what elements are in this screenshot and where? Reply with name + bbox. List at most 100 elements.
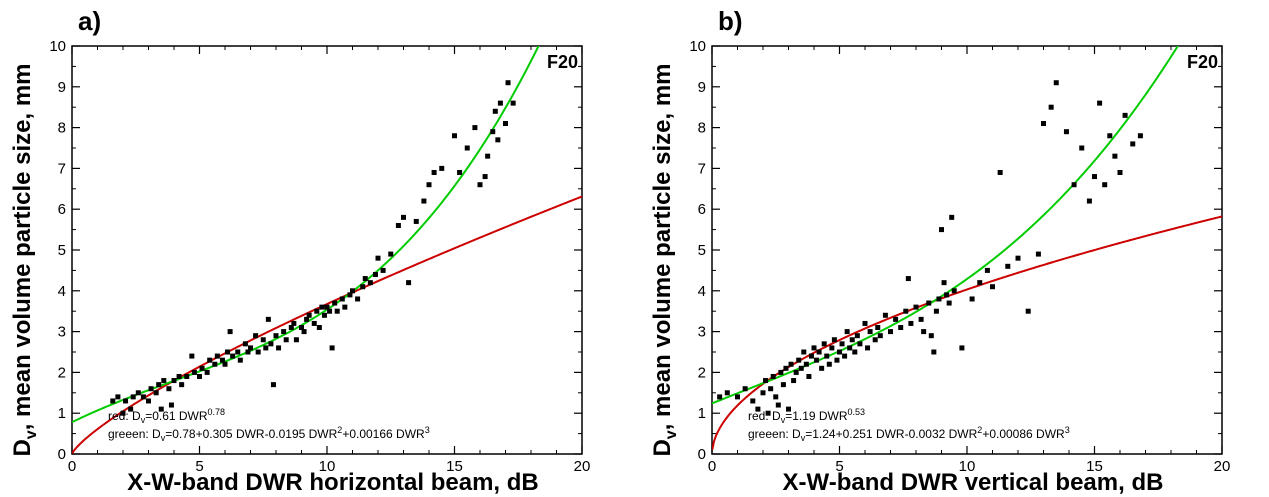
eq-green-sup1: 2 [337, 425, 342, 435]
data-point [273, 333, 279, 339]
data-point [197, 373, 202, 379]
data-point [321, 312, 327, 318]
eq-red-prefix: red: D [108, 409, 141, 423]
data-point [375, 255, 381, 261]
data-point [263, 345, 269, 351]
data-point [1112, 153, 1118, 159]
data-point [161, 378, 167, 384]
data-point [933, 308, 939, 314]
data-point [212, 361, 218, 367]
data-point [268, 341, 274, 347]
y-axis-title-sub: v [663, 430, 680, 439]
data-point [926, 300, 932, 306]
data-point [327, 308, 333, 314]
data-point [204, 369, 210, 375]
eq-green-sup2: 3 [425, 425, 430, 435]
data-point [1097, 100, 1103, 106]
data-point [882, 312, 888, 318]
data-point [472, 125, 478, 131]
data-point [291, 320, 297, 326]
data-point [903, 308, 909, 314]
data-point [898, 325, 904, 331]
data-point [260, 337, 266, 343]
x-tick-label: 5 [195, 458, 203, 475]
y-axis-title-main: D [649, 439, 676, 456]
data-point [255, 349, 261, 355]
y-tick-label: 3 [698, 324, 706, 341]
data-point [401, 214, 406, 220]
data-point [332, 300, 338, 306]
chart-a-svg: 0 5 10 15 20 0 1 2 3 4 5 6 7 8 9 10 a) F20 X-W-band DWR ho… [9, 6, 590, 496]
data-point [314, 308, 320, 314]
green-fit-equation: greeen: Dv=0.78+0.305 DWR-0.0195 DWR2+0.… [108, 425, 430, 443]
data-point [760, 390, 766, 396]
data-point [505, 80, 511, 86]
data-point [1035, 251, 1041, 257]
data-point [773, 394, 779, 400]
data-point [791, 378, 797, 384]
data-point [936, 296, 942, 302]
eq-red-sup: 0.53 [848, 407, 866, 417]
data-point [918, 316, 924, 322]
data-point [852, 349, 858, 355]
data-point [931, 349, 937, 355]
eq-red-mid: =1.19 DWR [785, 409, 848, 423]
data-point [355, 296, 361, 302]
data-point [877, 333, 883, 339]
x-tick-label: 10 [319, 458, 336, 475]
x-tick-label: 0 [708, 458, 716, 475]
data-point [214, 353, 220, 359]
data-point [724, 390, 730, 396]
data-point [1137, 133, 1143, 139]
y-tick-label: 7 [58, 160, 66, 177]
data-point [946, 300, 952, 306]
data-point [189, 353, 195, 359]
panel-label: b) [718, 6, 743, 36]
data-point [854, 333, 860, 339]
data-point [763, 378, 769, 384]
data-point [977, 280, 983, 286]
data-point [426, 182, 432, 188]
data-point [1015, 255, 1021, 261]
data-point [304, 316, 310, 322]
data-point [510, 100, 516, 106]
eq-green-prefix: greeen: D [748, 427, 801, 441]
data-point [299, 325, 304, 331]
data-point [316, 325, 322, 331]
data-point [872, 337, 878, 343]
eq-red-sub: v [781, 415, 786, 425]
data-point [342, 304, 348, 310]
data-point [324, 304, 330, 310]
x-tick-label: 10 [959, 458, 976, 475]
data-point [801, 349, 807, 355]
data-point [306, 312, 312, 318]
data-point [421, 198, 427, 204]
data-point [362, 276, 368, 282]
data-point [951, 288, 957, 294]
x-axis-title: X-W-band DWR horizontal beam, dB [127, 469, 539, 496]
data-point [503, 121, 508, 127]
data-point [796, 357, 802, 363]
data-point [388, 251, 394, 257]
data-point [350, 288, 355, 294]
data-point [135, 390, 141, 396]
data-point [288, 325, 294, 331]
data-point [457, 169, 463, 175]
y-tick-label: 1 [58, 405, 66, 422]
y-tick-label: 10 [49, 38, 66, 55]
data-point [944, 292, 950, 298]
chart-panel-a: 0 5 10 15 20 0 1 2 3 4 5 6 7 8 9 10 a) F20 X-W-band DWR ho… [0, 0, 630, 497]
y-tick-label: 6 [698, 201, 706, 218]
data-point [230, 353, 236, 359]
data-point [941, 280, 947, 286]
data-point [140, 394, 146, 400]
data-point [959, 345, 965, 351]
y-axis-title-main: D [9, 439, 36, 456]
data-point [485, 153, 491, 159]
data-point [1117, 169, 1123, 175]
data-point [717, 394, 723, 400]
eq-green-mid: =1.24+0.251 DWR-0.0032 DWR [805, 427, 977, 441]
data-point [281, 329, 287, 335]
x-tick-label: 15 [446, 458, 463, 475]
y-axis-title-rest: , mean volume particle size, mm [9, 63, 36, 430]
